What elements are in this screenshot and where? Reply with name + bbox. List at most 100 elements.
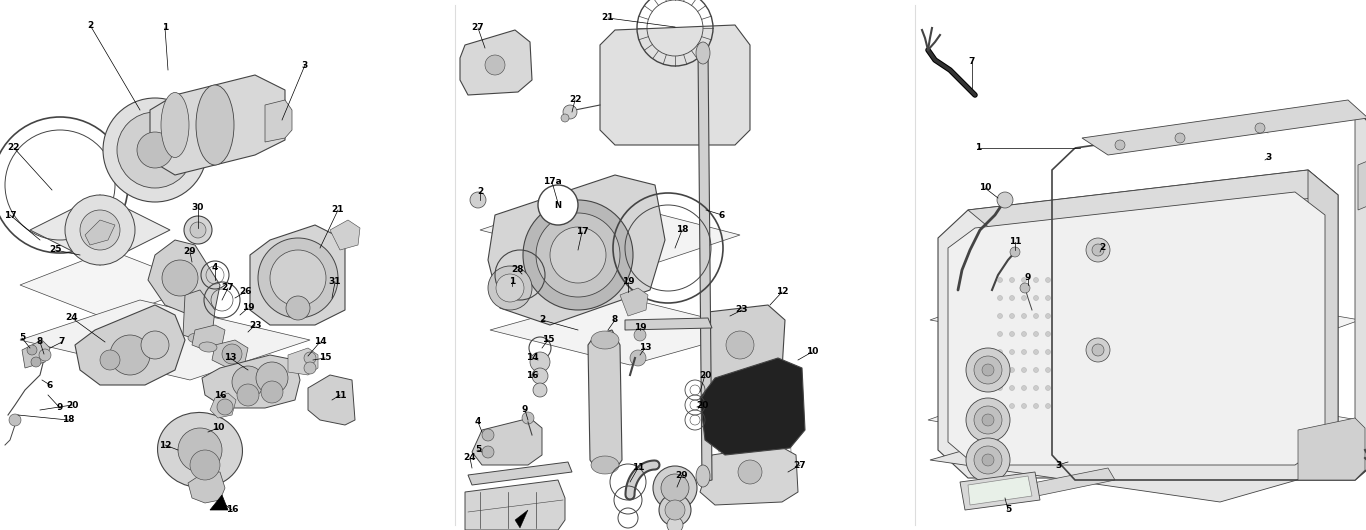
Text: 12: 12 [776,287,788,296]
Circle shape [1020,283,1030,293]
Circle shape [40,349,51,361]
Text: 7: 7 [968,57,975,66]
Circle shape [997,192,1014,208]
Polygon shape [265,100,292,142]
Text: 2: 2 [538,315,545,324]
Text: 27: 27 [471,23,485,32]
Circle shape [1045,296,1050,301]
Circle shape [1022,296,1026,301]
Circle shape [1009,367,1015,373]
Circle shape [217,399,234,415]
Circle shape [665,500,684,520]
Circle shape [137,132,173,168]
Ellipse shape [189,333,206,343]
Circle shape [305,362,316,374]
Polygon shape [30,195,169,265]
Text: 29: 29 [676,471,688,480]
Circle shape [1045,278,1050,282]
Polygon shape [699,445,798,505]
Circle shape [1045,403,1050,409]
Text: 23: 23 [736,305,749,314]
Circle shape [102,98,208,202]
Text: 4: 4 [475,418,481,427]
Text: 3: 3 [1265,154,1272,163]
Circle shape [1009,278,1015,282]
Circle shape [1034,278,1038,282]
Circle shape [661,474,688,502]
Polygon shape [999,468,1115,502]
Text: 10: 10 [979,183,992,192]
Polygon shape [515,510,529,528]
Text: 4: 4 [212,263,219,272]
Ellipse shape [195,85,234,165]
Polygon shape [930,270,1361,370]
Circle shape [258,238,337,318]
Circle shape [1022,403,1026,409]
Circle shape [1034,403,1038,409]
Polygon shape [1358,155,1366,210]
Circle shape [261,381,283,403]
Circle shape [634,329,646,341]
Circle shape [100,350,120,370]
Polygon shape [150,75,285,175]
Circle shape [538,185,578,225]
Circle shape [667,517,683,530]
Polygon shape [626,318,712,330]
Circle shape [550,227,607,283]
Circle shape [482,429,494,441]
Text: 17a: 17a [542,178,561,187]
Polygon shape [968,170,1339,235]
Circle shape [485,55,505,75]
Text: 25: 25 [49,245,61,254]
Circle shape [1034,314,1038,319]
Text: 16: 16 [213,391,227,400]
Text: 1: 1 [510,278,515,287]
Circle shape [305,352,316,364]
Circle shape [1086,238,1111,262]
Text: 17: 17 [575,227,589,236]
Ellipse shape [591,331,619,349]
Polygon shape [620,288,647,316]
Ellipse shape [161,93,189,157]
Circle shape [255,362,288,394]
Text: 18: 18 [61,416,74,425]
Ellipse shape [157,412,242,488]
Text: 15: 15 [318,354,331,363]
Polygon shape [210,495,228,510]
Circle shape [563,105,576,119]
Circle shape [1034,331,1038,337]
Circle shape [966,348,1009,392]
Text: 20: 20 [66,401,78,410]
Circle shape [184,216,212,244]
Circle shape [1022,385,1026,391]
Polygon shape [212,340,249,368]
Polygon shape [473,418,542,465]
Circle shape [982,364,994,376]
Circle shape [10,414,20,426]
Text: 1: 1 [163,23,168,32]
Text: 8: 8 [612,315,619,324]
Text: 30: 30 [191,204,204,213]
Circle shape [535,213,620,297]
Text: 5: 5 [475,446,481,455]
Circle shape [974,356,1003,384]
Circle shape [997,349,1003,355]
Circle shape [1045,385,1050,391]
Text: 16: 16 [526,370,538,379]
Text: 14: 14 [314,338,326,347]
Polygon shape [288,348,318,375]
Circle shape [223,344,242,364]
Polygon shape [464,480,566,530]
Polygon shape [307,375,355,425]
Circle shape [1086,338,1111,362]
Circle shape [1009,385,1015,391]
Text: 3: 3 [302,60,309,69]
Circle shape [653,466,697,510]
Circle shape [236,384,260,406]
Polygon shape [928,370,1358,470]
Circle shape [531,368,548,384]
Circle shape [997,314,1003,319]
Circle shape [725,331,754,359]
Text: 19: 19 [242,304,254,313]
Text: 28: 28 [512,266,525,275]
